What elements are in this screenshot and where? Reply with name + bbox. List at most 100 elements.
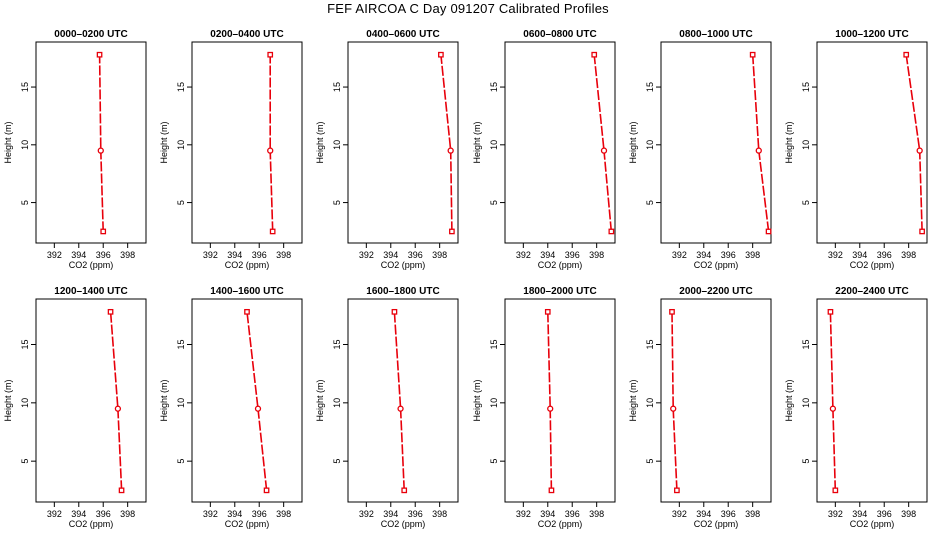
panel-title: 2200–2400 UTC — [835, 286, 908, 297]
profile-point — [674, 487, 680, 494]
plot-frame — [504, 41, 616, 244]
x-tick-label: 396 — [877, 509, 892, 519]
x-tick-label: 398 — [276, 509, 291, 519]
profile-line — [269, 54, 274, 232]
y-axis-label: Height (m) — [315, 121, 325, 163]
profile-point — [263, 487, 270, 494]
profile-point — [919, 228, 925, 235]
profile-point — [244, 308, 250, 315]
x-tick-label: 392 — [47, 509, 62, 519]
plot-frame — [35, 41, 147, 244]
plot-frame — [347, 298, 459, 503]
x-axis-label: CO2 (ppm) — [850, 260, 895, 270]
y-tick-label: 10 — [176, 398, 186, 408]
y-tick-label: 10 — [20, 140, 30, 150]
x-tick-label: 392 — [359, 250, 374, 260]
x-tick-label: 394 — [71, 250, 86, 260]
plot-frame — [35, 298, 147, 503]
profile-point — [608, 228, 615, 235]
x-tick-label: 398 — [901, 509, 916, 519]
y-tick-label: 15 — [645, 82, 655, 92]
y-axis-label: Height (m) — [784, 379, 794, 421]
profile-point — [267, 51, 274, 58]
x-tick-label: 396 — [96, 509, 111, 519]
x-tick-label: 398 — [745, 509, 760, 519]
plot-frame — [660, 298, 772, 503]
y-tick-label: 5 — [489, 459, 499, 464]
y-axis-label: Height (m) — [472, 121, 482, 163]
plot-frame — [347, 41, 459, 244]
x-axis-label: CO2 (ppm) — [694, 260, 739, 270]
x-axis-label: CO2 (ppm) — [538, 519, 583, 529]
y-tick-label: 10 — [801, 398, 811, 408]
y-tick-label: 15 — [176, 339, 186, 349]
y-axis-label: Height (m) — [159, 379, 169, 421]
x-tick-label: 392 — [516, 250, 531, 260]
y-tick-label: 5 — [20, 459, 30, 464]
plot-frame — [504, 298, 616, 503]
y-tick-label: 5 — [801, 459, 811, 464]
profile-point — [401, 487, 408, 494]
profile-point — [749, 51, 756, 58]
panel-title: 1000–1200 UTC — [835, 29, 908, 40]
profile-point — [832, 487, 839, 494]
x-tick-label: 394 — [383, 509, 398, 519]
panel-title: 1800–2000 UTC — [523, 286, 596, 297]
x-tick-label: 392 — [203, 509, 218, 519]
x-tick-label: 392 — [359, 509, 374, 519]
x-tick-label: 396 — [721, 250, 736, 260]
x-tick-label: 394 — [227, 509, 242, 519]
y-tick-label: 5 — [332, 200, 342, 205]
x-tick-label: 396 — [252, 250, 267, 260]
profile-point — [438, 51, 444, 58]
x-axis-label: CO2 (ppm) — [69, 519, 114, 529]
y-tick-label: 5 — [645, 200, 655, 205]
x-tick-label: 398 — [589, 509, 604, 519]
y-tick-label: 10 — [332, 398, 342, 408]
profile-point — [903, 51, 910, 58]
profile-point — [829, 405, 837, 412]
panel-title: 0400–0600 UTC — [366, 29, 439, 40]
profile-panel: 0600–0800 UTC 392 394 396 398 5 10 15 CO2 (ppm) H… — [472, 29, 616, 270]
profile-line — [98, 54, 104, 232]
x-tick-label: 392 — [672, 509, 687, 519]
x-tick-label: 392 — [828, 250, 843, 260]
x-axis-label: CO2 (ppm) — [694, 519, 739, 529]
profile-point — [107, 308, 114, 315]
panel-title: 2000–2200 UTC — [679, 286, 752, 297]
x-axis-label: CO2 (ppm) — [850, 519, 895, 529]
y-axis-label: Height (m) — [472, 379, 482, 421]
x-tick-label: 396 — [565, 250, 580, 260]
x-tick-label: 394 — [852, 509, 867, 519]
x-tick-label: 396 — [565, 509, 580, 519]
x-tick-label: 396 — [252, 509, 267, 519]
x-axis-label: CO2 (ppm) — [69, 260, 114, 270]
x-tick-label: 392 — [516, 509, 531, 519]
x-axis-label: CO2 (ppm) — [381, 519, 426, 529]
profile-point — [765, 228, 772, 235]
y-tick-label: 15 — [801, 82, 811, 92]
x-tick-label: 398 — [432, 509, 447, 519]
y-tick-label: 15 — [332, 339, 342, 349]
y-tick-label: 5 — [801, 200, 811, 205]
profile-line — [593, 54, 613, 232]
profile-point — [544, 308, 551, 315]
x-tick-label: 392 — [47, 250, 62, 260]
y-tick-label: 5 — [489, 200, 499, 205]
profile-panel: 2000–2200 UTC 392 394 396 398 5 10 15 CO2 (ppm) H… — [628, 286, 772, 529]
plot-frame — [191, 298, 303, 503]
profile-line — [671, 311, 678, 491]
profile-panel: 0800–1000 UTC 392 394 396 398 5 10 15 CO2 (ppm) H… — [628, 29, 772, 270]
x-tick-label: 398 — [901, 250, 916, 260]
profile-point — [591, 51, 598, 58]
profile-panel: 1200–1400 UTC 392 394 396 398 5 10 15 CO2 (ppm) H… — [3, 286, 147, 529]
y-tick-label: 15 — [332, 82, 342, 92]
profile-panel: 1400–1600 UTC 392 394 396 398 5 10 15 CO2 (ppm) H… — [159, 286, 303, 529]
y-axis-label: Height (m) — [159, 121, 169, 163]
profile-point — [391, 308, 398, 315]
x-tick-label: 396 — [877, 250, 892, 260]
y-tick-label: 15 — [489, 82, 499, 92]
profile-line — [440, 54, 453, 232]
y-tick-label: 10 — [801, 140, 811, 150]
